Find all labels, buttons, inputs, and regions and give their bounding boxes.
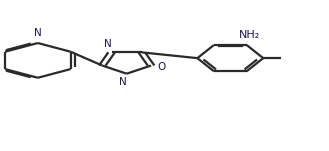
Text: N: N — [104, 39, 112, 49]
Text: NH₂: NH₂ — [239, 30, 260, 40]
Text: N: N — [119, 77, 127, 87]
Text: O: O — [157, 62, 165, 72]
Text: N: N — [34, 28, 42, 38]
